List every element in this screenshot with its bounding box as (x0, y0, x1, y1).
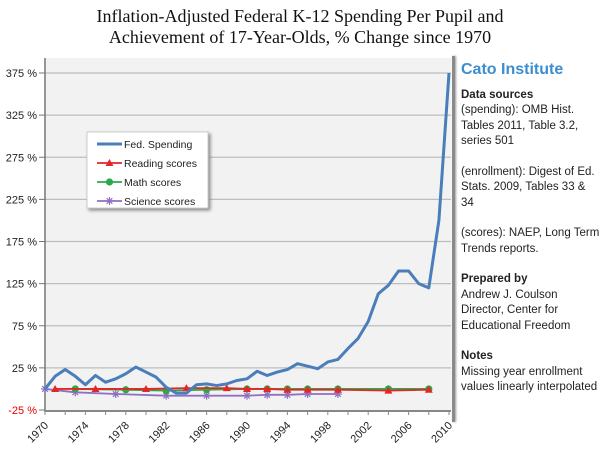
data-point-triangle (384, 386, 393, 394)
chart-title-line-1: Inflation-Adjusted Federal K-12 Spending… (96, 6, 504, 26)
legend-label: Math scores (124, 177, 181, 189)
legend-label: Reading scores (124, 158, 197, 170)
data-point-circle (105, 178, 114, 186)
legend-item: Reading scores (97, 158, 197, 170)
sources-heading: Data sources (461, 88, 534, 101)
y-tick-label: 175 % (6, 237, 37, 249)
plot-area (45, 58, 451, 410)
source-scores: (scores): NAEP, Long Term Trends reports… (461, 227, 600, 255)
series-line (55, 387, 429, 392)
gridlines (45, 72, 451, 369)
data-point-star (243, 391, 251, 400)
legend-item: Fed. Spending (97, 139, 192, 151)
x-tick-label: 1990 (227, 420, 253, 446)
x-tick-label: 2010 (429, 420, 455, 446)
x-axis-ticks: 1970 1974 1978 1982 1986 1990 1994 1998 2002 2006… (25, 411, 455, 445)
data-point-triangle (283, 385, 292, 393)
data-point-triangle (142, 384, 150, 392)
x-tick-label: 1986 (187, 420, 213, 446)
series-fed-spending (43, 72, 451, 395)
x-tick-label: 1978 (106, 420, 132, 446)
chart-title: Inflation-Adjusted Federal K-12 Spending… (0, 6, 600, 48)
data-point-triangle (105, 159, 114, 166)
chart-title-line-2: Achievement of 17-Year-Olds, % Change si… (108, 27, 492, 47)
y-tick-label: 25 % (12, 363, 37, 375)
y-tick-label: -25 % (8, 405, 37, 417)
data-point-triangle (222, 384, 231, 392)
legend-item: Science scores (97, 196, 195, 208)
series-line (44, 388, 338, 397)
data-point-star (111, 389, 120, 398)
sidebar: Cato Institute Data sources (spending): … (461, 62, 600, 396)
y-tick-label: 325 % (6, 110, 37, 122)
data-point-triangle (333, 385, 342, 393)
data-point-triangle (243, 384, 251, 392)
data-point-triangle (182, 384, 191, 392)
legend-item: Math scores (97, 177, 181, 189)
legend-label: Fed. Spending (124, 139, 192, 151)
notes-heading: Notes (461, 350, 493, 362)
sidebar-brand: Cato Institute (461, 61, 564, 78)
series-line (43, 72, 451, 395)
series-lines (41, 72, 451, 400)
x-tick-label: 2002 (349, 420, 375, 446)
notes-text: Missing year enrollment values linearly … (461, 365, 598, 394)
sidebar-divider (452, 56, 455, 422)
y-tick-label: 375 % (6, 68, 37, 80)
prepared-heading: Prepared by (461, 273, 528, 285)
data-point-triangle (263, 384, 272, 392)
y-tick-label: 225 % (6, 194, 37, 206)
y-tick-label: 275 % (6, 152, 37, 164)
prepared-by: Andrew J. Coulson Director, Center for E… (461, 288, 571, 332)
y-axis-ticks: -25 % 25 % 75 % 125 % 175 % 225 % 275 % 325 % 37… (6, 68, 45, 417)
y-tick-label: 75 % (12, 321, 37, 333)
y-tick-label: 125 % (6, 279, 37, 291)
data-point-triangle (51, 384, 60, 392)
data-point-triangle (303, 385, 312, 393)
x-tick-label: 1974 (66, 420, 92, 446)
x-tick-label: 2006 (389, 420, 415, 446)
legend: Fed. Spending Reading scores Math scores Sc… (86, 131, 209, 209)
source-spending: (spending): OMB Hist. Tables 2011, Table… (461, 104, 579, 147)
legend-label: Science scores (124, 196, 195, 208)
data-point-star (105, 197, 114, 205)
x-tick-label: 1994 (268, 420, 294, 446)
data-point-triangle (91, 384, 100, 392)
source-enrollment: (enrollment): Digest of Ed. Stats. 2009,… (461, 165, 595, 209)
series-reading-scores (51, 384, 433, 394)
data-point-triangle (424, 385, 433, 393)
x-tick-label: 1982 (147, 420, 173, 446)
x-tick-label: 1970 (25, 420, 51, 446)
x-tick-label: 1998 (308, 420, 334, 446)
